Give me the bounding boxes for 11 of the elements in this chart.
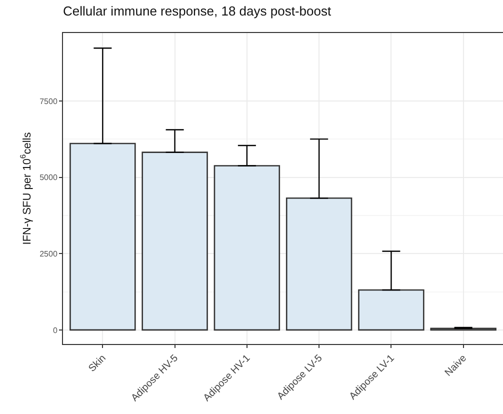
bar xyxy=(358,289,424,331)
y-tick-label: 0 xyxy=(52,326,58,335)
y-tick-label: 7500 xyxy=(40,96,58,106)
bar xyxy=(142,152,208,331)
y-tick-label: 5000 xyxy=(40,173,58,182)
bar xyxy=(214,165,280,331)
y-tick-label: 2500 xyxy=(40,249,58,258)
bar xyxy=(286,197,352,331)
bar xyxy=(70,142,136,331)
chart-title: Cellular immune response, 18 days post-boost xyxy=(63,3,332,18)
x-tick-label: Skin xyxy=(86,352,108,374)
